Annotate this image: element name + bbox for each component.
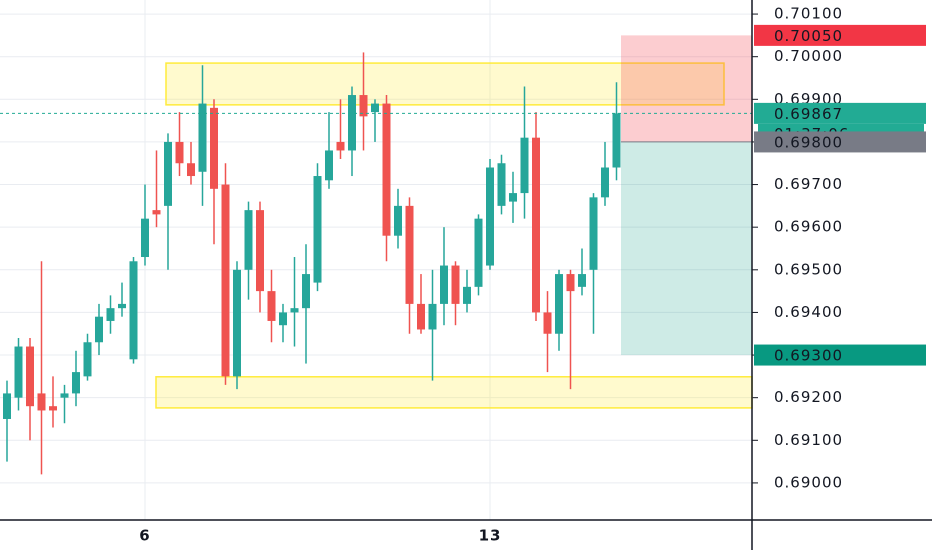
price-label-box <box>754 131 926 153</box>
candle-body <box>244 210 253 270</box>
zone <box>155 376 753 409</box>
candle-body <box>95 316 103 343</box>
candle-body <box>486 167 494 266</box>
y-tick-label: 0.69500 <box>774 260 843 278</box>
candle-body <box>555 274 563 334</box>
target-zone <box>621 141 752 356</box>
candle-body <box>198 103 207 172</box>
x-tick-label: 6 <box>139 527 150 545</box>
candle-body <box>14 346 23 398</box>
candle-body <box>394 205 402 236</box>
candle-body <box>428 303 437 330</box>
candle-body <box>474 218 483 287</box>
candle-body <box>72 372 80 394</box>
candle-body <box>509 193 517 202</box>
y-tick-label: 0.69200 <box>774 388 843 406</box>
candle-body <box>106 308 115 321</box>
candle-body <box>566 274 575 292</box>
y-tick-label: 0.69700 <box>774 175 843 193</box>
y-tick-label: 0.70100 <box>774 5 843 23</box>
candle-body <box>152 210 161 215</box>
candle-body <box>187 163 195 177</box>
candle-body <box>60 393 69 398</box>
stop-zone <box>621 35 752 142</box>
candle-body <box>359 95 368 117</box>
candle-body <box>118 303 126 309</box>
candle-body <box>578 274 586 287</box>
candle-body <box>279 312 287 326</box>
y-tick-label: 0.69600 <box>774 218 843 236</box>
candle-body <box>371 103 379 113</box>
price-label-box <box>754 24 926 46</box>
price-label-box <box>754 102 926 124</box>
candle-body <box>37 393 46 411</box>
candle-body <box>267 291 276 321</box>
price-label: 0.69800 <box>774 133 843 151</box>
candle-body <box>233 269 241 377</box>
price-label: 0.69300 <box>774 347 843 365</box>
candle-body <box>348 95 356 151</box>
candle-body <box>290 308 299 313</box>
candle-body <box>601 167 609 198</box>
candle-body <box>129 261 138 360</box>
candle-body <box>325 150 333 181</box>
candle-body <box>589 197 598 270</box>
candle-body <box>382 103 391 236</box>
candle-body <box>3 393 11 419</box>
candle-body <box>497 163 506 206</box>
candle-body <box>532 137 540 313</box>
candle-body <box>221 184 230 377</box>
candle-body <box>256 210 264 292</box>
y-tick-label: 0.70000 <box>774 47 843 65</box>
candle-body <box>210 107 218 189</box>
candle-body <box>302 274 310 309</box>
price-label-box <box>754 344 926 366</box>
candle-body <box>463 286 471 304</box>
candle-body <box>313 176 322 283</box>
candle-body <box>440 265 448 304</box>
candle-body <box>49 406 57 411</box>
y-tick-label: 0.69000 <box>774 473 843 491</box>
candle-body <box>405 205 414 304</box>
candle-body <box>543 312 552 334</box>
candle-body <box>164 141 172 206</box>
candle-body <box>141 218 149 258</box>
candle-body <box>83 342 92 377</box>
candle-body <box>451 265 460 304</box>
candle-body <box>520 137 529 194</box>
price-label: 0.69867 <box>774 105 843 123</box>
candle-body <box>417 303 425 330</box>
y-tick-label: 0.69400 <box>774 303 843 321</box>
price-label: 0.70050 <box>774 27 843 45</box>
candle-body <box>612 113 621 168</box>
candle-body <box>175 141 184 164</box>
candle-body <box>26 346 34 407</box>
candle-body <box>336 141 345 151</box>
y-tick-label: 0.69100 <box>774 431 843 449</box>
x-tick-label: 13 <box>479 527 502 545</box>
zone <box>165 62 725 106</box>
